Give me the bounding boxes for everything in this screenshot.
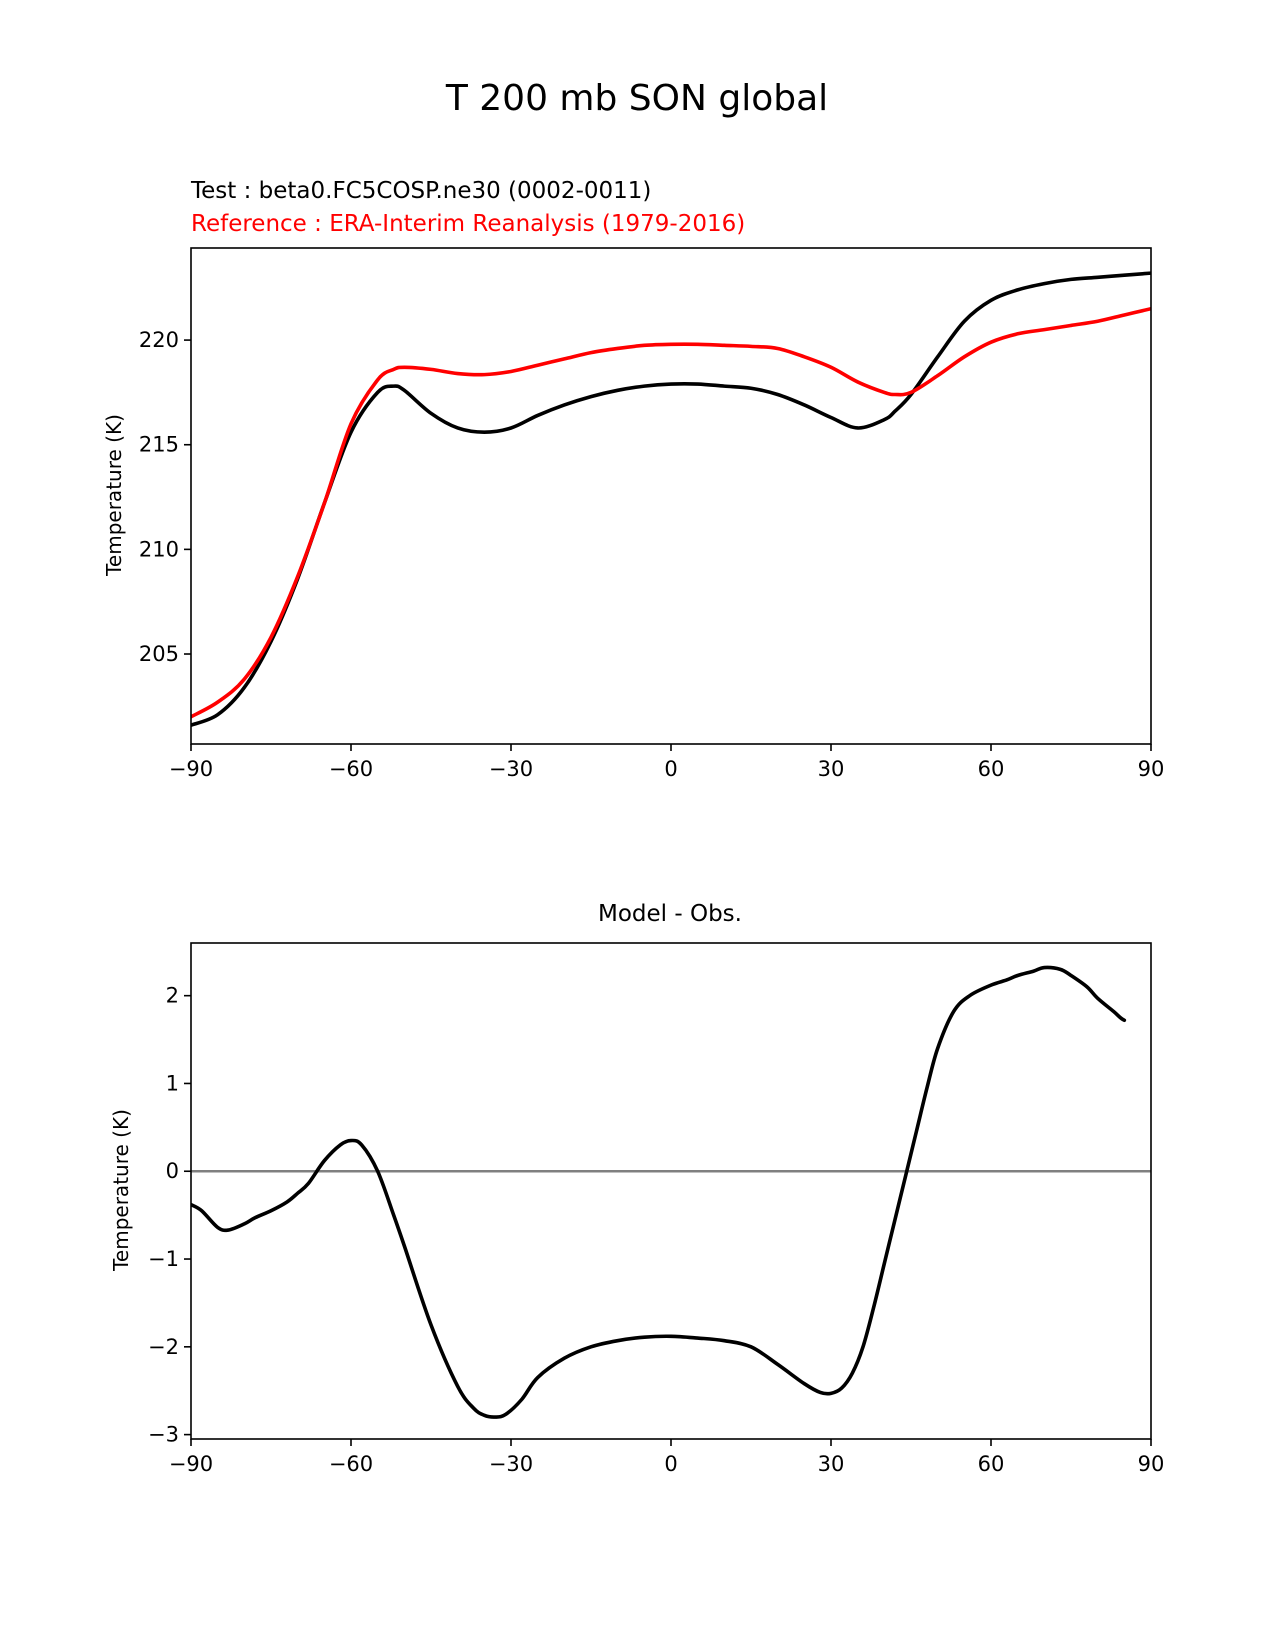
top-y-tick-label: 220: [139, 328, 179, 352]
test-label: Test : beta0.FC5COSP.ne30 (0002-0011): [190, 178, 651, 204]
bottom-series-line-model-obs: [191, 965, 1127, 1419]
bottom-x-tick-label: −60: [329, 1452, 373, 1476]
bottom-panel: Model - Obs. Temperature (K) −90 −60 −30 0 3…: [109, 901, 1164, 1476]
bottom-y-tick-label: −2: [148, 1335, 179, 1359]
bottom-x-tick-label: 0: [664, 1452, 677, 1476]
top-ylabel: Temperature (K): [102, 414, 126, 577]
top-x-tick-label: 90: [1138, 757, 1165, 781]
top-y-tick-label: 210: [139, 537, 179, 561]
top-x-tick-label: 60: [978, 757, 1005, 781]
top-panel: Test : beta0.FC5COSP.ne30 (0002-0011) Re…: [102, 178, 1164, 781]
top-x-tick-label: −60: [329, 757, 373, 781]
top-x-tick-label: 0: [664, 757, 677, 781]
bottom-x-tick-label: −90: [169, 1452, 213, 1476]
top-y-tick-label: 215: [139, 433, 179, 457]
bottom-y-tick-label: 2: [166, 984, 179, 1008]
bottom-x-tick-label: −30: [489, 1452, 533, 1476]
bottom-x-tick-label: 60: [978, 1452, 1005, 1476]
top-x-tick-label: −90: [169, 757, 213, 781]
top-x-tick-label: −30: [489, 757, 533, 781]
top-series-line-test: [191, 271, 1151, 727]
bottom-y-tick-label: 1: [166, 1071, 179, 1095]
bottom-y-tick-label: 0: [166, 1159, 179, 1183]
figure-title: T 200 mb SON global: [445, 78, 828, 119]
bottom-x-tick-label: 30: [818, 1452, 845, 1476]
top-x-tick-label: 30: [818, 757, 845, 781]
bottom-title: Model - Obs.: [598, 901, 742, 927]
top-y-tick-label: 205: [139, 642, 179, 666]
reference-label: Reference : ERA-Interim Reanalysis (1979…: [191, 211, 745, 237]
bottom-y-tick-label: −3: [148, 1423, 179, 1447]
bottom-ylabel: Temperature (K): [109, 1109, 133, 1272]
bottom-y-tick-label: −1: [148, 1247, 179, 1271]
top-series-line-reference: [191, 306, 1151, 719]
bottom-x-tick-label: 90: [1138, 1452, 1165, 1476]
